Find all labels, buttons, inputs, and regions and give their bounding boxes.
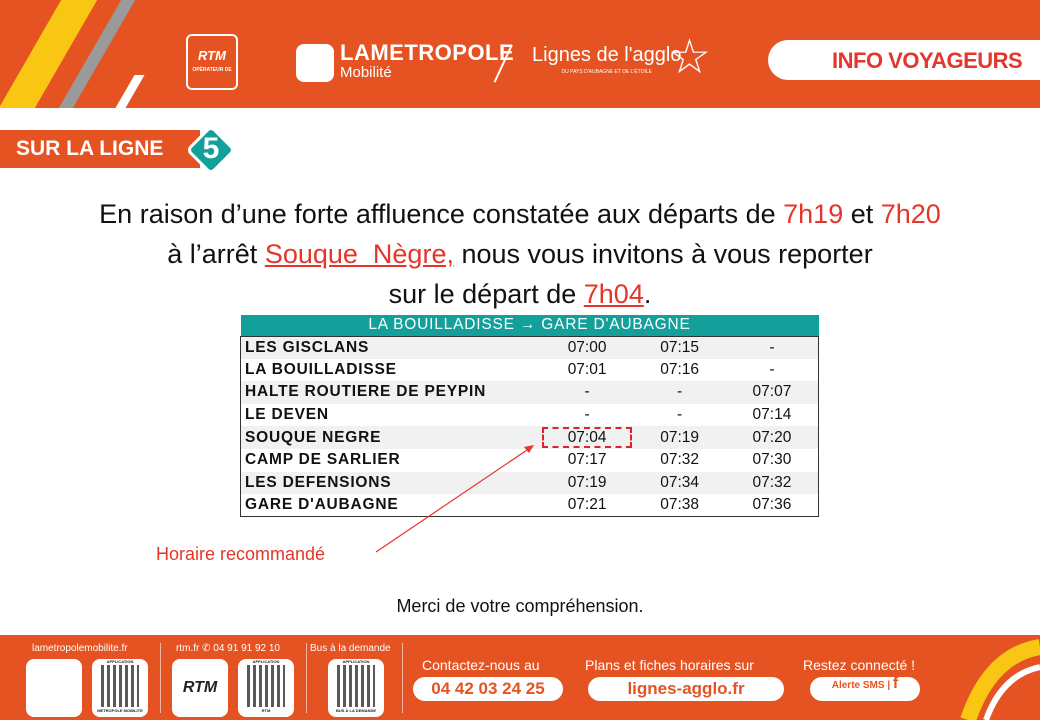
table-row: GARE D'AUBAGNE 07:21 07:38 07:36 xyxy=(241,494,819,517)
departure-time: 07:34 xyxy=(660,473,700,491)
qr-app-caption: APPLICATION xyxy=(106,659,134,664)
stop-name: HALTE ROUTIERE DE PEYPIN xyxy=(245,383,487,401)
departure-time: 07:00 xyxy=(567,338,607,356)
metropole-logo: LAMETROPOLE Mobilité xyxy=(296,40,514,82)
table-row: LES DEFENSIONS 07:19 07:34 07:32 xyxy=(240,471,819,495)
departure-time: 07:19 xyxy=(567,473,607,491)
notice-message: En raison d’une forte affluence constaté… xyxy=(99,199,941,309)
departure-time: - xyxy=(677,406,683,424)
departure-time: - xyxy=(584,406,590,424)
qr-caption-tad: BUS À LA DEMANDE xyxy=(335,708,377,713)
table-row: LE DEVEN - - 07:14 xyxy=(241,404,819,427)
timetable: LA BOUILLADISSE → GARE D'AUBAGNE LES GIS… xyxy=(240,315,819,517)
stop-name: LES DEFENSIONS xyxy=(245,473,392,491)
plans-label: Plans et fiches horaires sur xyxy=(585,657,754,673)
rtm-app-icon[interactable]: RTM xyxy=(172,659,228,717)
departure-time: 07:19 xyxy=(660,428,700,446)
site-link[interactable]: lametropolemobilite.fr xyxy=(32,643,128,654)
qr-caption-rtm: RTM xyxy=(261,708,271,713)
qr-app-caption: APPLICATION xyxy=(342,659,370,664)
stop-name: LE DEVEN xyxy=(245,406,329,424)
qr-code-rtm[interactable]: APPLICATION RTM xyxy=(238,659,294,717)
stop-name: LA BOUILLADISSE xyxy=(245,360,397,378)
departure-time: 07:16 xyxy=(660,360,700,378)
departure-time: 07:32 xyxy=(660,451,700,469)
star-icon: ☆ xyxy=(668,31,712,84)
departure-time: - xyxy=(584,383,590,401)
departure-time: 07:17 xyxy=(567,451,607,469)
decorative-arc xyxy=(960,639,1040,720)
table-row: CAMP DE SARLIER 07:17 07:32 07:30 xyxy=(241,449,819,472)
table-row: HALTE ROUTIERE DE PEYPIN - - 07:07 xyxy=(240,381,819,404)
departure-time: 07:36 xyxy=(752,496,792,514)
timetable-title: LA BOUILLADISSE → GARE D'AUBAGNE xyxy=(240,315,819,336)
departure-time: - xyxy=(677,383,683,401)
plans-link[interactable]: lignes-agglo.fr xyxy=(588,677,784,701)
line-number-badge: 5 xyxy=(183,122,239,178)
qr-app-caption: APPLICATION xyxy=(252,659,280,664)
rtm-logo: RTM OPÉRATEUR DE xyxy=(186,34,238,90)
departure-time: 07:15 xyxy=(660,338,700,356)
qr-code-tad[interactable]: APPLICATION BUS À LA DEMANDE xyxy=(328,659,384,717)
table-row: LES GISCLANS 07:00 07:15 - xyxy=(240,336,819,359)
contact-label: Contactez-nous au xyxy=(422,657,540,673)
thanks-text: Merci de votre compréhension. xyxy=(396,596,644,616)
departure-time: 07:38 xyxy=(660,496,700,514)
departure-time: - xyxy=(769,360,775,378)
footer: lametropolemobilite.fr APPLICATION METRO… xyxy=(0,635,1040,720)
contact-phone[interactable]: 04 42 03 24 25 xyxy=(413,677,563,701)
stop-name: GARE D'AUBAGNE xyxy=(245,496,399,514)
departure-time: 07:01 xyxy=(567,360,607,378)
stop-name: CAMP DE SARLIER xyxy=(245,451,401,469)
departure-time: 07:20 xyxy=(752,428,792,446)
agglo-logo: Lignes de l'agglo DU PAYS D'AUBAGNE ET DE… xyxy=(532,44,682,75)
departure-time: 07:04 xyxy=(541,426,634,449)
qr-caption-metropole: METROPOLE MOBILITE xyxy=(97,708,143,713)
metropole-app-icon[interactable] xyxy=(26,659,82,717)
rtm-link[interactable]: rtm.fr ✆ 04 91 91 92 10 xyxy=(176,643,280,654)
departure-time: - xyxy=(769,338,775,356)
departure-time: 07:07 xyxy=(752,383,792,401)
qr-code-metropole[interactable]: APPLICATION METROPOLE MOBILITE xyxy=(92,659,148,717)
table-row: LA BOUILLADISSE 07:01 07:16 - xyxy=(241,359,819,382)
departure-time: 07:30 xyxy=(752,451,792,469)
social-label: Restez connecté ! xyxy=(803,657,916,673)
stop-name: LES GISCLANS xyxy=(245,338,370,356)
header-banner: RTM OPÉRATEUR DE LAMETROPOLE Mobilité Lig… xyxy=(0,0,1040,108)
table-row: SOUQUE NEGRE 07:04 07:19 07:20 xyxy=(240,426,819,449)
departure-time: 07:14 xyxy=(752,406,792,424)
departure-time: 07:21 xyxy=(567,496,607,514)
stop-name: SOUQUE NEGRE xyxy=(245,428,382,446)
departure-time: 07:32 xyxy=(752,473,792,491)
line-label: SUR LA LIGNE xyxy=(0,130,200,168)
sms-facebook-button[interactable]: Alerte SMS | f xyxy=(810,675,920,701)
metropole-icon xyxy=(296,44,334,82)
info-voyageurs-badge: INFO VOYAGEURS xyxy=(768,40,1040,80)
recommended-label: Horaire recommandé xyxy=(156,544,326,564)
tad-label: Bus à la demande xyxy=(310,643,391,654)
facebook-icon: f xyxy=(892,675,899,692)
